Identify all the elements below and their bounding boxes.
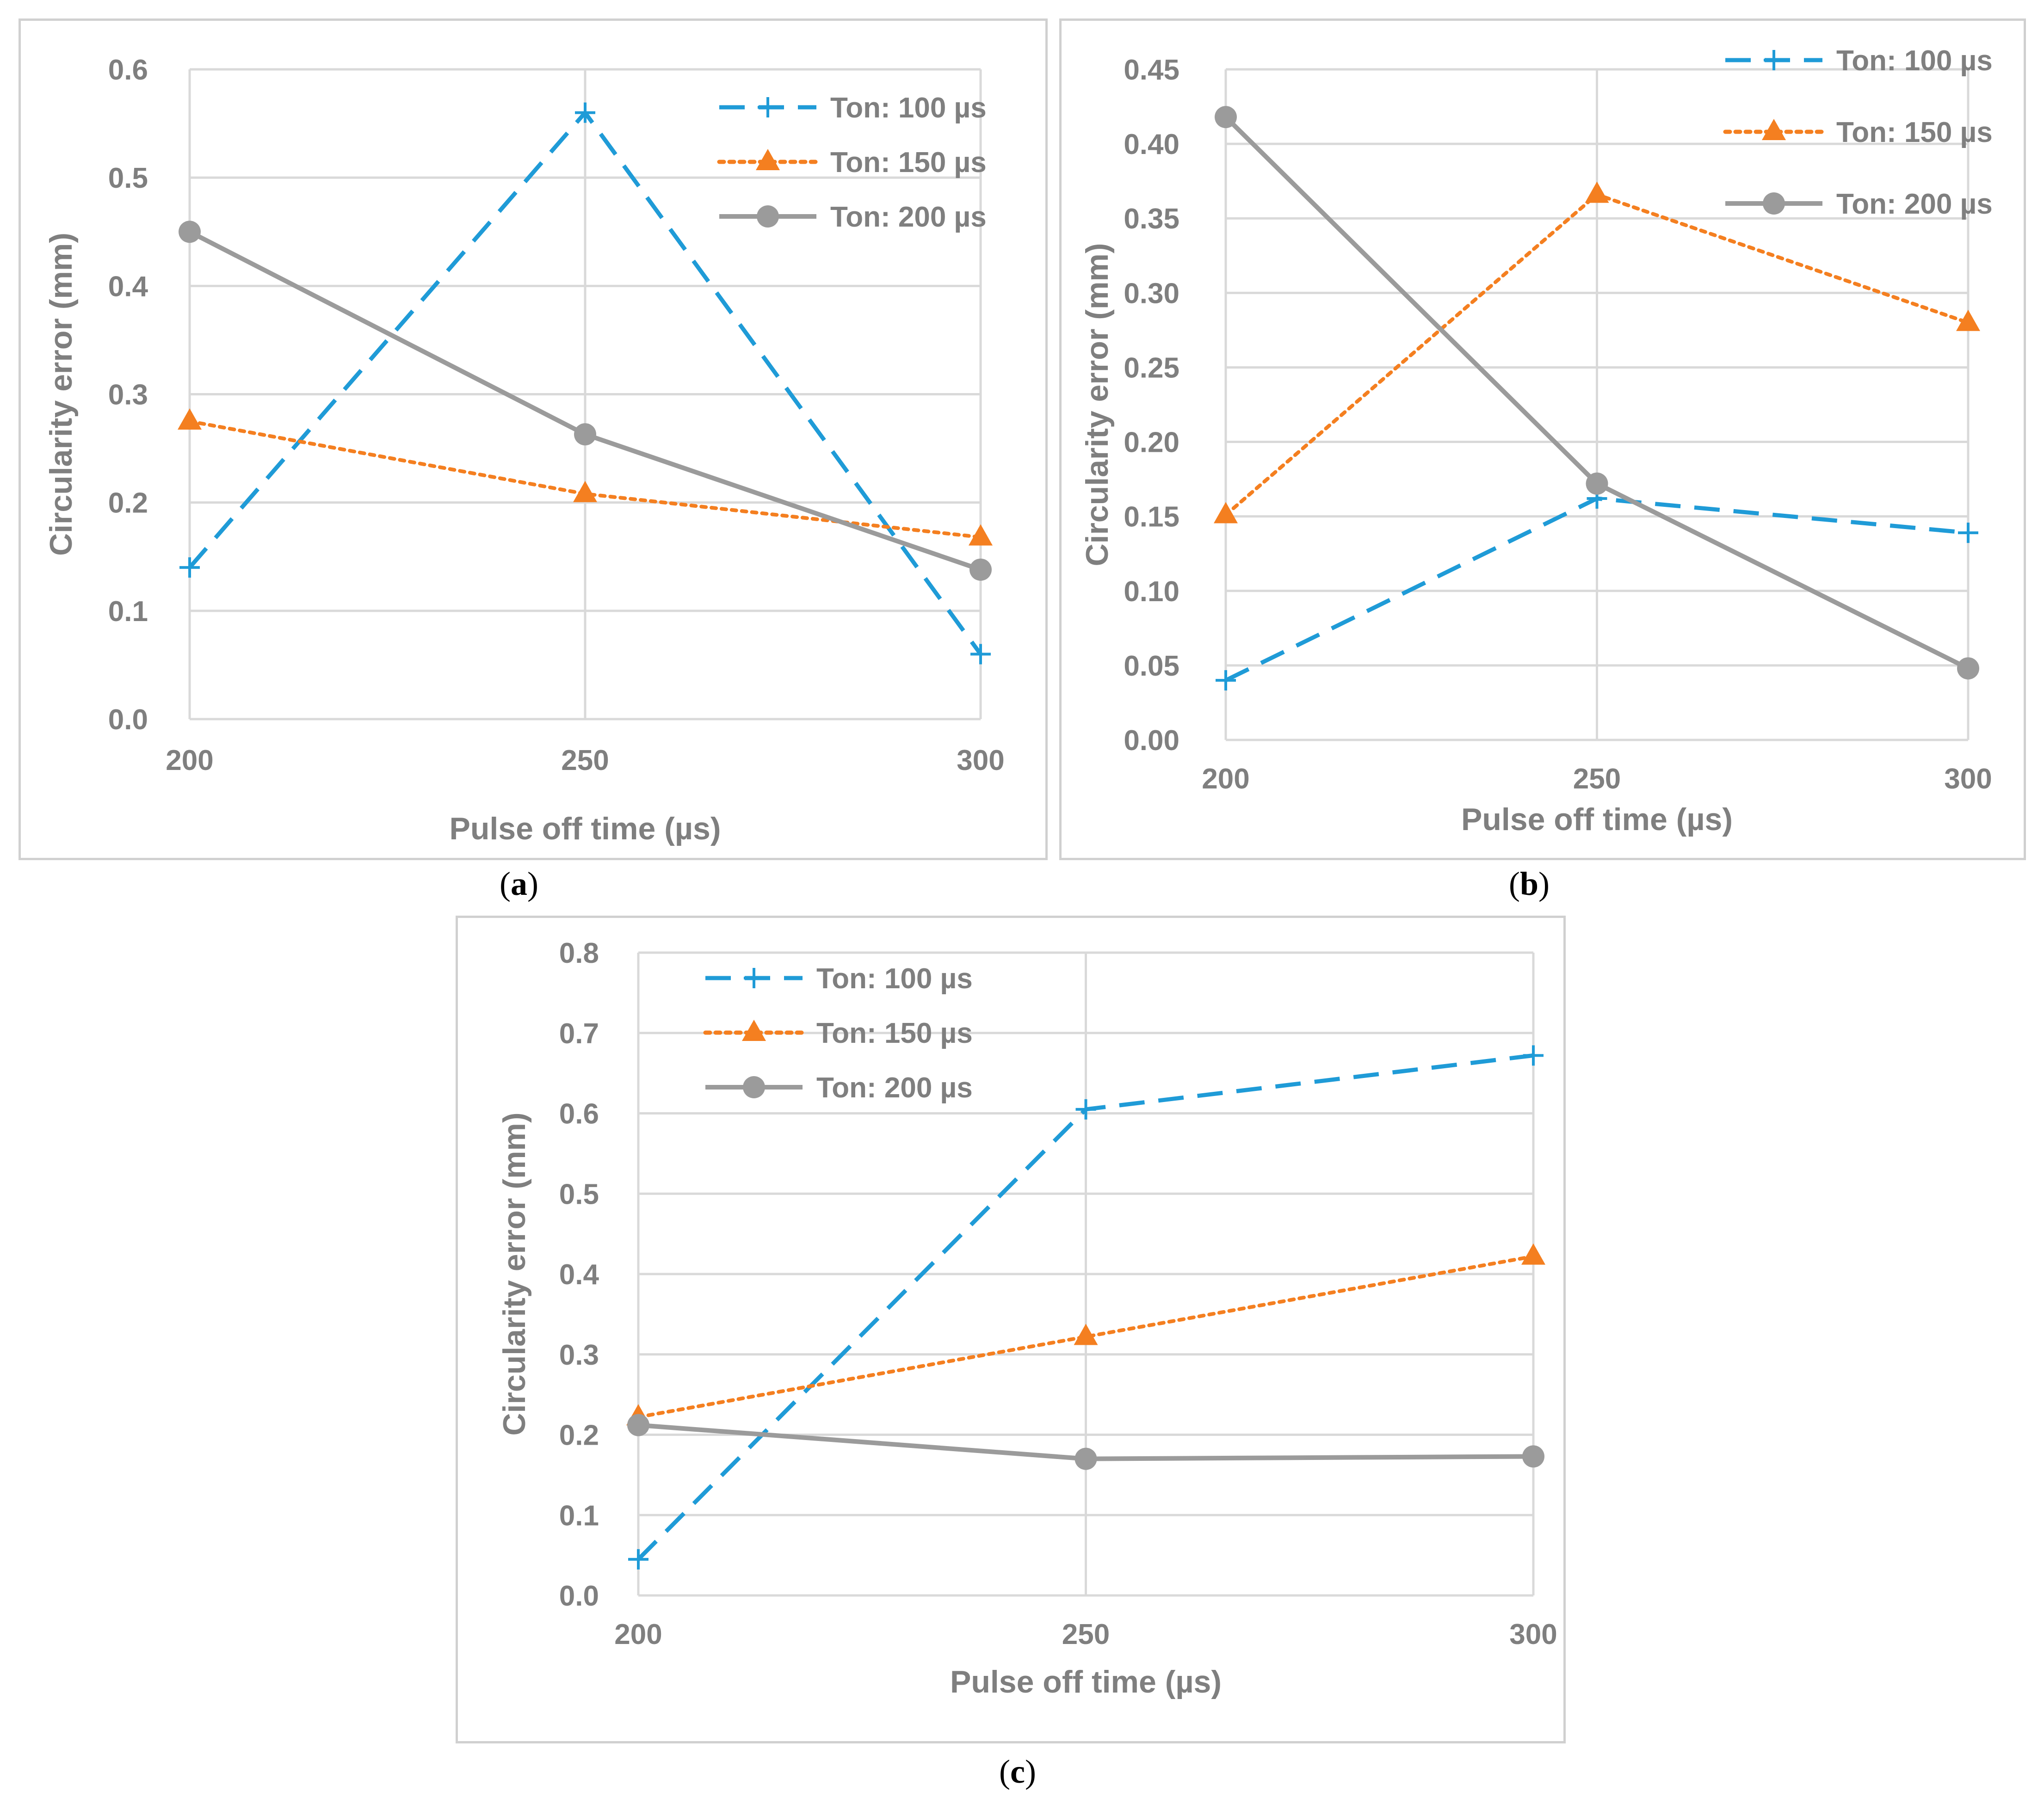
- legend-marker: [1763, 192, 1785, 215]
- chart-b: 0.00 0.05 0.10 0.15 0.20 0.25 0.30 0.35 0.40 0.45…: [1080, 45, 1993, 837]
- y-axis-title: Circularity error (mm): [1080, 243, 1115, 566]
- legend-marker: [743, 1076, 765, 1098]
- x-tick-label: 300: [957, 745, 1004, 776]
- data-point: [574, 423, 596, 446]
- y-tick-label: 0.00: [1124, 725, 1179, 757]
- y-tick-label: 0.20: [1124, 427, 1179, 459]
- y-tick-label: 0.05: [1124, 650, 1179, 682]
- y-tick-label: 0.0: [559, 1580, 599, 1612]
- y-tick-label: 0.3: [108, 379, 148, 411]
- y-tick-label: 0.6: [108, 54, 148, 86]
- legend-label: Ton: 150 µs: [1836, 117, 1993, 148]
- x-tick-label: 250: [561, 745, 609, 776]
- legend-marker: [757, 205, 779, 228]
- panel-b-frame: [1059, 18, 2026, 860]
- data-point: [1522, 1445, 1544, 1468]
- legend-marker: [1764, 50, 1784, 70]
- panel-c-frame: [456, 916, 1566, 1743]
- y-tick-label: 0.8: [559, 937, 599, 969]
- y-tick-label: 0.45: [1124, 54, 1179, 86]
- y-tick-label: 0.0: [108, 704, 148, 736]
- x-axis-title: Pulse off time (µs): [950, 1664, 1222, 1699]
- y-tick-label: 0.15: [1124, 501, 1179, 533]
- legend-label: Ton: 100 µs: [830, 92, 987, 124]
- x-tick-label: 200: [614, 1619, 662, 1650]
- y-tick-label: 0.4: [559, 1259, 599, 1291]
- y-tick-label: 0.5: [108, 162, 148, 194]
- x-tick-label: 200: [1202, 763, 1249, 795]
- data-point: [1214, 502, 1238, 523]
- data-point: [1074, 1447, 1097, 1470]
- series-line: [636, 1254, 1535, 1419]
- legend-label: Ton: 150 µs: [830, 147, 987, 179]
- chart-a: 0.0 0.1 0.2 0.3 0.4 0.5 0.6 200 250 300 Pulse off …: [43, 54, 1005, 846]
- y-tick-label: 0.5: [559, 1178, 599, 1210]
- data-point: [575, 102, 595, 123]
- caption-a-letter: a: [510, 865, 527, 902]
- data-point: [1957, 657, 1979, 680]
- data-point: [1585, 181, 1609, 203]
- x-tick-label: 300: [1509, 1619, 1557, 1650]
- legend-marker: [744, 968, 764, 988]
- data-point: [573, 480, 597, 502]
- data-point: [1075, 1099, 1096, 1120]
- caption-c-letter: c: [1010, 1753, 1025, 1790]
- y-tick-label: 0.40: [1124, 129, 1179, 160]
- legend-label: Ton: 100 µs: [816, 963, 973, 995]
- data-point: [1521, 1243, 1545, 1265]
- legend-label: Ton: 150 µs: [816, 1017, 973, 1049]
- x-axis-title: Pulse off time (µs): [1461, 802, 1733, 837]
- data-point: [178, 408, 202, 430]
- y-tick-label: 0.7: [559, 1018, 599, 1050]
- data-point: [970, 558, 992, 581]
- y-tick-label: 0.25: [1124, 352, 1179, 384]
- data-point: [1956, 309, 1980, 331]
- caption-c: (c): [999, 1753, 1036, 1790]
- caption-a: (a): [500, 865, 538, 902]
- caption-b: (b): [1509, 865, 1550, 902]
- y-tick-label: 0.1: [108, 596, 148, 628]
- x-tick-label: 200: [166, 745, 213, 776]
- data-point: [1523, 1045, 1544, 1066]
- data-point: [1074, 1324, 1098, 1345]
- data-point: [627, 1414, 649, 1436]
- caption-b-letter: b: [1519, 865, 1539, 902]
- data-point: [179, 221, 201, 243]
- chart-c: 0.0 0.1 0.2 0.3 0.4 0.5 0.6 0.7 0.8 200 250 300 Puls…: [497, 937, 1557, 1699]
- legend-label: Ton: 200 µs: [1836, 188, 1993, 220]
- x-axis-title: Pulse off time (µs): [449, 811, 721, 846]
- legend-label: Ton: 100 µs: [1836, 45, 1993, 77]
- y-tick-label: 0.35: [1124, 203, 1179, 235]
- y-tick-label: 0.2: [108, 487, 148, 519]
- data-point: [1586, 472, 1608, 495]
- y-tick-label: 0.4: [108, 271, 148, 302]
- x-tick-label: 250: [1062, 1619, 1110, 1650]
- legend-marker: [758, 97, 778, 117]
- y-tick-label: 0.30: [1124, 277, 1179, 309]
- x-tick-label: 250: [1573, 763, 1621, 795]
- data-point: [969, 524, 993, 546]
- y-tick-label: 0.1: [559, 1500, 599, 1532]
- y-tick-label: 0.6: [559, 1098, 599, 1130]
- x-tick-label: 300: [1944, 763, 1992, 795]
- legend-marker: [756, 149, 780, 170]
- legend-marker: [1762, 119, 1786, 140]
- data-point: [1215, 106, 1237, 129]
- y-axis-title: Circularity error (mm): [497, 1112, 532, 1435]
- y-tick-label: 0.2: [559, 1420, 599, 1452]
- y-tick-label: 0.3: [559, 1339, 599, 1371]
- data-point: [628, 1549, 648, 1570]
- legend-label: Ton: 200 µs: [830, 201, 987, 233]
- y-tick-label: 0.10: [1124, 576, 1179, 608]
- data-point: [1216, 670, 1236, 691]
- data-point: [970, 644, 991, 665]
- data-point: [1958, 523, 1978, 543]
- legend-marker: [742, 1020, 766, 1041]
- data-point: [179, 557, 200, 578]
- legend-label: Ton: 200 µs: [816, 1072, 973, 1104]
- y-axis-title: Circularity error (mm): [43, 233, 79, 556]
